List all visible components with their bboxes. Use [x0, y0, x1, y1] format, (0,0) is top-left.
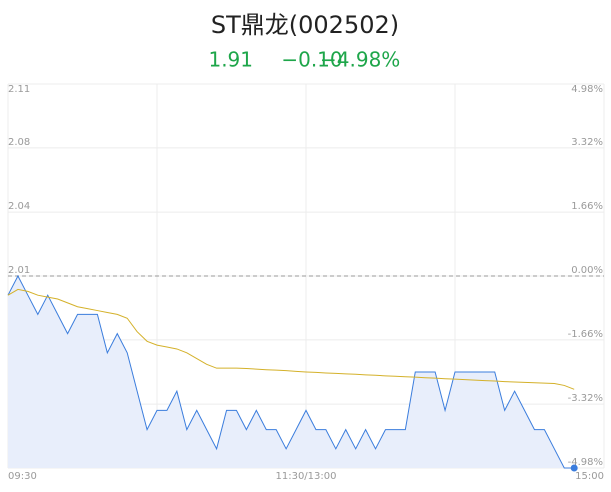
- y2-tick-label: -1.66%: [568, 329, 603, 340]
- x-tick-label: 11:30/13:00: [275, 471, 336, 482]
- y-tick-label: 2.04: [8, 201, 30, 212]
- y2-tick-label: 0.00%: [571, 265, 603, 276]
- y-tick-label: 2.08: [8, 137, 30, 148]
- area: [8, 276, 575, 468]
- y2-tick-label: 3.32%: [571, 137, 603, 148]
- y2-tick-label: -3.32%: [568, 393, 603, 404]
- price-line: [7, 274, 575, 469]
- average-line: [7, 288, 575, 390]
- y2-tick-label: 1.66%: [571, 201, 603, 212]
- y-tick-label: 2.01: [8, 265, 30, 276]
- change-percent: −4.98%: [320, 48, 400, 72]
- last-point: [570, 464, 578, 472]
- change: −0.10: [281, 48, 342, 72]
- y-tick-label: 2.11: [8, 84, 30, 95]
- price: 1.91: [208, 48, 253, 72]
- chart-title: ST鼎龙(002502): [211, 11, 399, 39]
- x-tick-label: 15:00: [575, 471, 604, 482]
- x-tick-label: 09:30: [8, 471, 37, 482]
- y2-tick-label: 4.98%: [571, 84, 603, 95]
- y2-tick-label: -4.98%: [568, 457, 603, 468]
